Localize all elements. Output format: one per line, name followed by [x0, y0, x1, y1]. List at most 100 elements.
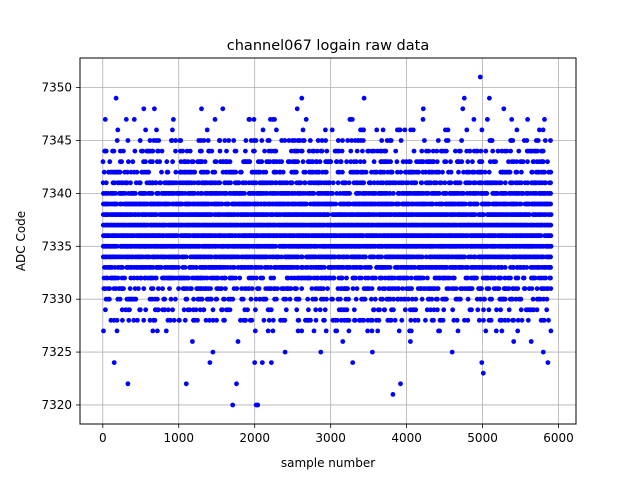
data-point [541, 317, 547, 323]
data-point [548, 254, 553, 260]
data-point [325, 286, 330, 291]
data-point [328, 159, 334, 165]
data-point [360, 148, 365, 154]
data-point [119, 159, 124, 165]
data-point [506, 286, 512, 291]
data-point [212, 117, 218, 122]
data-point [268, 307, 274, 313]
data-point [340, 339, 346, 344]
data-point [498, 307, 503, 313]
plot-frame [79, 57, 577, 425]
data-point [431, 317, 436, 323]
data-point [149, 191, 155, 196]
data-point [442, 180, 448, 186]
data-point [474, 201, 480, 207]
data-point [299, 148, 305, 154]
data-point [253, 296, 259, 302]
data-point [289, 180, 295, 186]
data-point [538, 233, 544, 239]
data-point [469, 286, 475, 291]
data-point [321, 265, 327, 270]
data-point [534, 286, 540, 291]
data-point [369, 296, 374, 302]
data-point [548, 233, 554, 239]
data-point [155, 148, 161, 154]
data-point [191, 180, 197, 186]
data-point [361, 180, 367, 186]
data-point [153, 180, 159, 186]
data-point [362, 296, 368, 302]
data-point [254, 275, 259, 281]
data-point [171, 117, 176, 122]
data-point [454, 317, 460, 323]
data-point [525, 117, 530, 122]
data-point [131, 275, 137, 281]
data-point [486, 307, 492, 313]
data-point [451, 275, 457, 281]
data-point [486, 169, 492, 175]
data-point [444, 296, 449, 302]
data-point [252, 148, 257, 154]
data-point [334, 328, 340, 334]
data-point [184, 296, 190, 302]
data-point [159, 169, 164, 175]
data-point [168, 296, 174, 302]
data-point [486, 286, 492, 291]
data-point [371, 148, 377, 154]
data-point [532, 275, 538, 281]
data-point [431, 159, 436, 165]
data-point [369, 328, 375, 334]
data-point [515, 328, 521, 334]
data-point [253, 180, 259, 186]
data-point [138, 275, 144, 281]
chart-title: channel067 logain raw data [227, 38, 429, 54]
data-point [330, 296, 335, 302]
data-point [127, 286, 133, 291]
data-point [334, 191, 340, 196]
x-tick-label: 1000 [163, 431, 194, 445]
data-point [292, 138, 298, 143]
data-point [396, 201, 402, 207]
data-point [515, 317, 521, 323]
data-point [237, 275, 243, 281]
data-point [183, 381, 189, 387]
data-point [114, 328, 120, 334]
data-point [548, 180, 553, 186]
data-point [307, 138, 313, 143]
data-point [358, 275, 364, 281]
data-point [453, 286, 459, 291]
data-point [487, 95, 492, 101]
data-point [104, 275, 110, 281]
data-point [435, 307, 440, 313]
data-point [320, 286, 326, 291]
data-point [171, 317, 177, 323]
data-point [407, 159, 413, 165]
data-point [308, 317, 313, 323]
data-point [458, 148, 463, 154]
data-point [492, 275, 498, 281]
x-axis-label: sample number [281, 456, 375, 470]
data-point [371, 307, 377, 313]
data-point [545, 159, 550, 165]
data-point [361, 95, 367, 101]
data-point [102, 117, 108, 122]
data-point [323, 138, 328, 143]
data-point [444, 265, 450, 270]
data-point [313, 317, 319, 323]
data-point [467, 148, 473, 154]
data-point [260, 127, 266, 133]
data-point [495, 148, 501, 154]
data-point [235, 339, 241, 344]
data-point [458, 296, 463, 302]
data-point [165, 307, 171, 313]
data-point [353, 275, 358, 281]
data-point [247, 159, 253, 165]
data-point [440, 317, 446, 323]
data-point [343, 180, 349, 186]
data-point [186, 275, 191, 281]
data-point [501, 106, 507, 112]
data-point [530, 169, 535, 175]
data-point [114, 138, 120, 143]
data-point [496, 286, 502, 291]
data-point [117, 296, 123, 302]
